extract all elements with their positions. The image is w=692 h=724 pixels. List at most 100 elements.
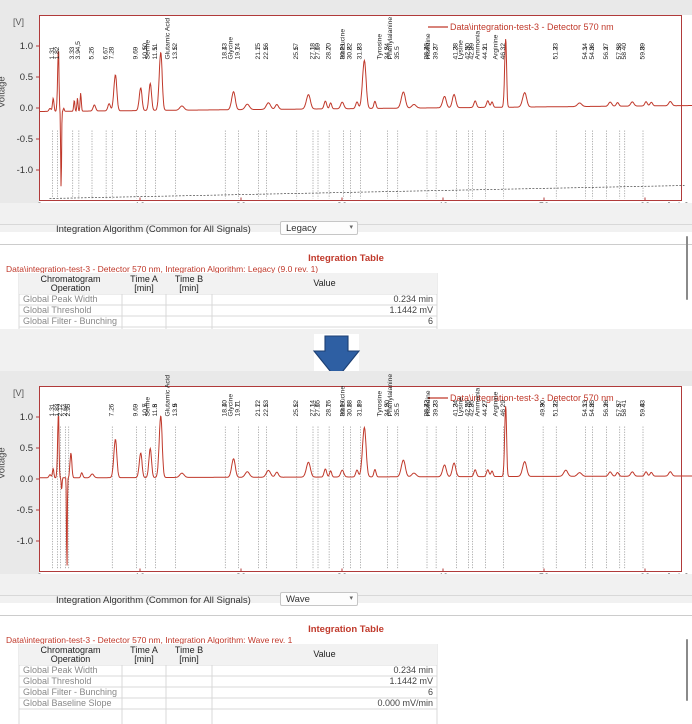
svg-text:-0.5: -0.5 <box>17 134 33 145</box>
svg-text:58: 58 <box>621 408 628 416</box>
svg-text:6: 6 <box>109 403 116 407</box>
svg-text:27: 27 <box>482 399 489 407</box>
svg-text:23: 23 <box>432 399 439 407</box>
svg-text:Tyrosine: Tyrosine <box>377 34 384 60</box>
svg-text:15: 15 <box>255 43 262 51</box>
svg-text:12: 12 <box>172 43 179 51</box>
svg-text:0.000 mV/min: 0.000 mV/min <box>377 698 433 708</box>
svg-text:-0.5: -0.5 <box>17 505 33 516</box>
svg-text:Isoleucine: Isoleucine <box>339 385 346 416</box>
svg-text:27: 27 <box>432 43 439 51</box>
svg-text:6: 6 <box>428 316 433 326</box>
svg-text:1.0: 1.0 <box>20 41 33 52</box>
svg-text:16: 16 <box>325 399 332 407</box>
svg-text:15: 15 <box>314 399 321 407</box>
svg-text:Glycine: Glycine <box>227 37 234 60</box>
svg-text:[min]: [min] <box>134 654 154 664</box>
svg-text:30: 30 <box>539 399 546 407</box>
svg-text:Glycine: Glycine <box>227 393 234 416</box>
svg-text:Operation: Operation <box>51 283 91 293</box>
svg-text:34: 34 <box>582 43 589 51</box>
svg-text:Ammonia: Ammonia <box>475 387 482 416</box>
svg-text:Value: Value <box>313 278 335 288</box>
svg-text:35.5: 35.5 <box>394 46 401 59</box>
svg-text:1.0: 1.0 <box>20 412 33 423</box>
svg-text:1.1442 mV: 1.1442 mV <box>389 305 433 315</box>
svg-text:43: 43 <box>639 399 646 407</box>
svg-text:8: 8 <box>152 403 159 407</box>
svg-text:13: 13 <box>263 399 270 407</box>
svg-text:Ammonia: Ammonia <box>475 31 482 60</box>
svg-text:19: 19 <box>314 43 321 51</box>
svg-text:[V]: [V] <box>13 17 24 27</box>
svg-text:[min]: [min] <box>179 283 199 293</box>
svg-text:Operation: Operation <box>51 654 91 664</box>
svg-text:Value: Value <box>313 649 335 659</box>
svg-text:Serine: Serine <box>145 396 152 416</box>
svg-text:0.234 min: 0.234 min <box>393 294 433 304</box>
svg-text:Global Filter - Bunching: Global Filter - Bunching <box>23 316 117 326</box>
svg-text:20: 20 <box>325 43 332 51</box>
svg-text:Histidine: Histidine <box>425 390 432 416</box>
svg-text:31: 31 <box>482 43 489 51</box>
svg-text:4,5: 4,5 <box>75 41 82 51</box>
svg-text:Phenylalanine: Phenylalanine <box>387 17 394 60</box>
svg-text:9: 9 <box>133 47 140 51</box>
svg-text:Glutamic Acid: Glutamic Acid <box>165 374 172 416</box>
svg-text:Global Baseline Slope: Global Baseline Slope <box>23 698 112 708</box>
svg-text:Histidine: Histidine <box>425 33 432 59</box>
svg-text:2: 2 <box>54 47 61 51</box>
svg-text:Global Peak Width: Global Peak Width <box>23 665 98 675</box>
svg-text:-1.0: -1.0 <box>17 536 33 547</box>
svg-text:40: 40 <box>621 43 628 51</box>
svg-text:Global Filter - Bunching: Global Filter - Bunching <box>23 687 117 697</box>
svg-text:17: 17 <box>293 43 300 51</box>
svg-text:22: 22 <box>347 43 354 51</box>
svg-text:-1.0: -1.0 <box>17 165 33 176</box>
svg-text:Lysine: Lysine <box>457 396 464 416</box>
svg-text:Data\integration-test-3 - Dete: Data\integration-test-3 - Detector 570 n… <box>450 22 614 32</box>
svg-text:32: 32 <box>500 43 507 51</box>
svg-text:Global Threshold: Global Threshold <box>23 676 91 686</box>
svg-text:5: 5 <box>65 403 72 407</box>
svg-text:41: 41 <box>621 399 628 407</box>
svg-text:16: 16 <box>263 43 270 51</box>
svg-text:19: 19 <box>357 399 364 407</box>
svg-text:[V]: [V] <box>13 388 24 398</box>
svg-text:Lysine: Lysine <box>457 40 464 60</box>
svg-text:6: 6 <box>88 47 95 51</box>
svg-text:36: 36 <box>603 399 610 407</box>
svg-text:32: 32 <box>553 399 560 407</box>
svg-text:9: 9 <box>172 403 179 407</box>
svg-text:37: 37 <box>603 43 610 51</box>
svg-text:18: 18 <box>347 399 354 407</box>
svg-text:0.0: 0.0 <box>20 103 33 114</box>
svg-text:[min]: [min] <box>179 654 199 664</box>
svg-text:Global Peak Width: Global Peak Width <box>23 294 98 304</box>
svg-text:9: 9 <box>133 403 140 407</box>
svg-text:12: 12 <box>293 399 300 407</box>
svg-text:0.5: 0.5 <box>20 72 33 83</box>
svg-text:1.1442 mV: 1.1442 mV <box>389 676 433 686</box>
svg-text:14: 14 <box>235 43 242 51</box>
svg-text:58: 58 <box>621 52 628 60</box>
svg-text:33: 33 <box>553 43 560 51</box>
svg-text:Serine: Serine <box>145 40 152 60</box>
svg-text:39: 39 <box>639 43 646 51</box>
svg-text:23: 23 <box>357 43 364 51</box>
svg-text:33: 33 <box>582 399 589 407</box>
svg-text:46: 46 <box>500 52 507 60</box>
svg-text:Global Threshold: Global Threshold <box>23 305 91 315</box>
svg-text:[min]: [min] <box>134 283 154 293</box>
svg-text:0.0: 0.0 <box>20 474 33 485</box>
svg-text:Isoleucine: Isoleucine <box>339 29 346 60</box>
svg-text:Arginine: Arginine <box>493 391 500 416</box>
svg-text:11: 11 <box>152 43 159 50</box>
svg-text:35.5: 35.5 <box>394 403 401 416</box>
svg-text:0.234 min: 0.234 min <box>393 665 433 675</box>
svg-text:Glutamic Acid: Glutamic Acid <box>165 18 172 60</box>
svg-text:12: 12 <box>255 399 262 407</box>
svg-text:0.5: 0.5 <box>20 443 33 454</box>
svg-text:Phenylalanine: Phenylalanine <box>387 373 394 416</box>
svg-text:Arginine: Arginine <box>493 34 500 59</box>
